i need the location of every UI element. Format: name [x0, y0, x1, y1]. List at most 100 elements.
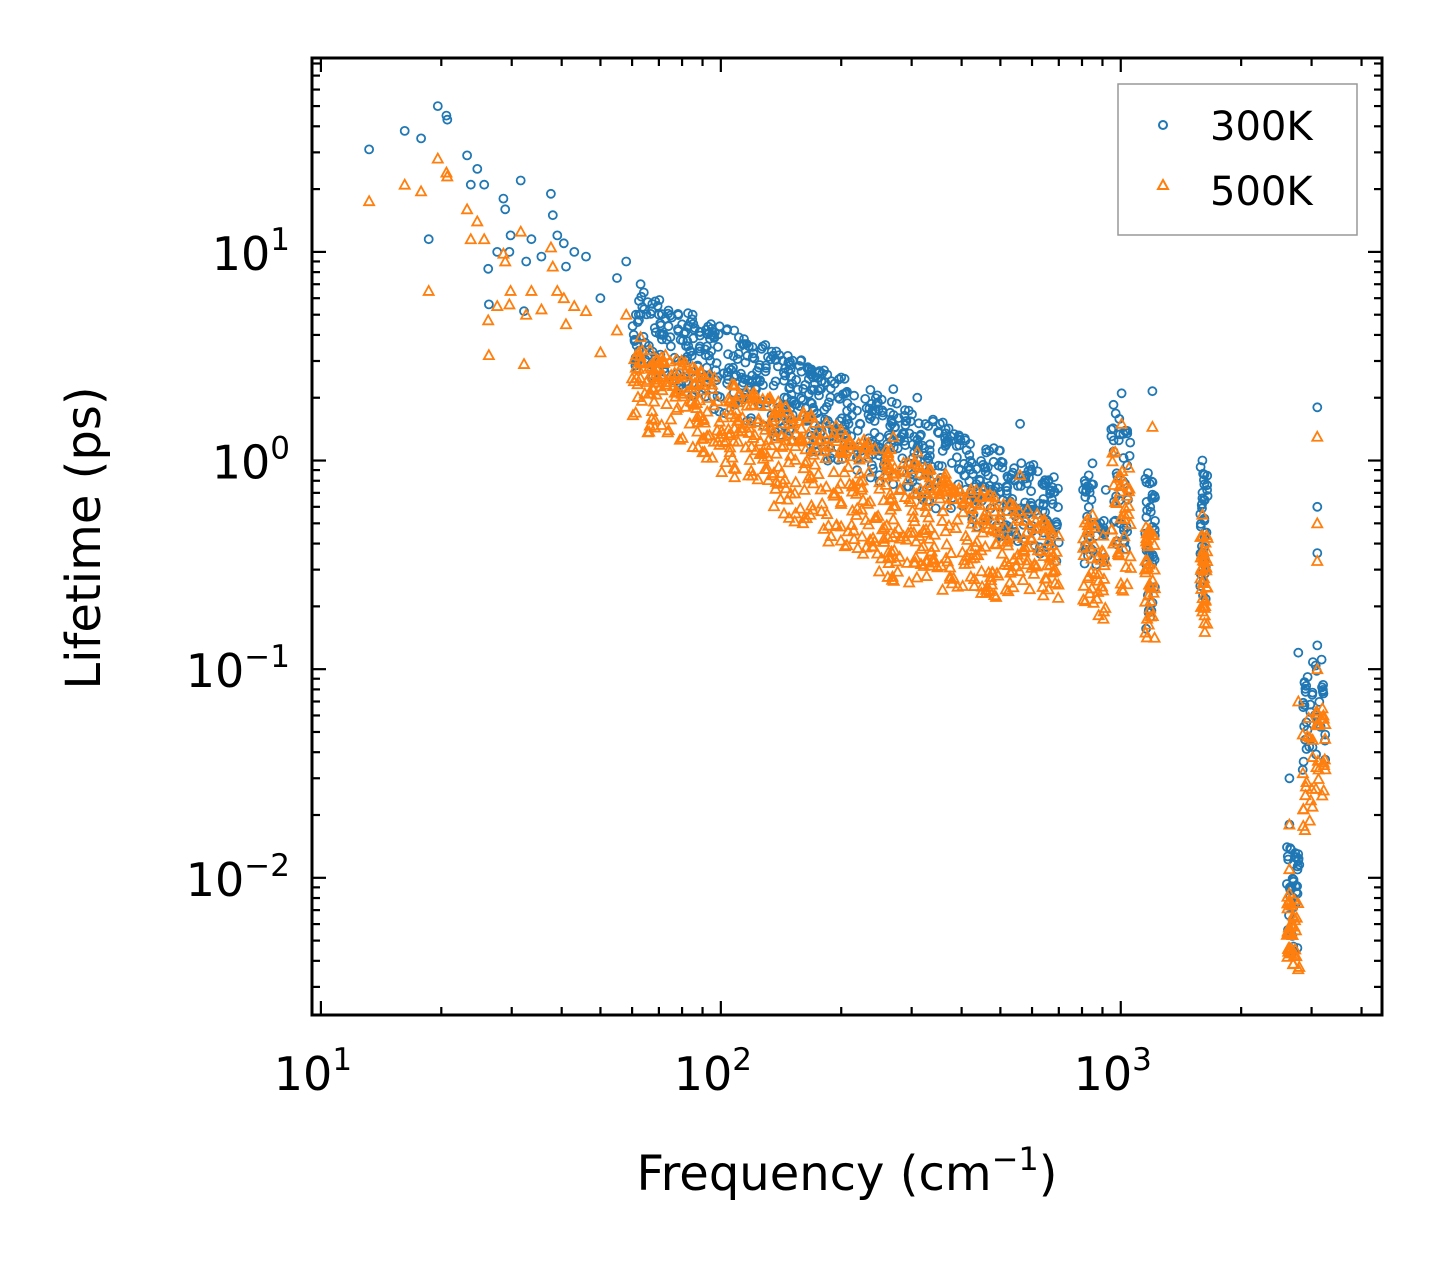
point-500k [943, 569, 957, 582]
point-500k [772, 400, 786, 413]
point-500k [1140, 611, 1154, 624]
point-500k [593, 345, 607, 358]
point-500k [861, 496, 875, 509]
legend-marker-500k [1156, 177, 1170, 190]
point-500k [904, 495, 918, 507]
point-500k [914, 557, 928, 570]
point-300k [1099, 516, 1109, 526]
point-500k [675, 353, 689, 366]
point-300k [865, 472, 876, 483]
point-500k [860, 450, 874, 463]
point-500k [1198, 535, 1213, 548]
point-300k [1318, 685, 1328, 695]
point-500k [464, 232, 478, 245]
point-300k [975, 475, 985, 486]
point-500k [517, 357, 531, 369]
point-300k [652, 300, 663, 311]
point-300k [399, 125, 410, 136]
point-500k [743, 453, 757, 465]
point-500k [913, 466, 927, 479]
point-500k [1310, 662, 1324, 675]
point-500k [774, 466, 789, 479]
point-300k [1118, 453, 1129, 463]
point-500k [663, 354, 677, 367]
point-500k [1115, 582, 1129, 594]
point-300k [1300, 683, 1311, 694]
point-300k [1305, 699, 1316, 710]
point-500k [693, 370, 707, 383]
point-500k [657, 356, 671, 368]
y-tick-label: 101 [212, 222, 290, 281]
point-500k [834, 476, 848, 489]
point-500k [989, 536, 1003, 549]
point-500k [793, 501, 807, 514]
point-500k [1296, 766, 1310, 779]
point-300k [733, 348, 744, 359]
point-500k [936, 582, 950, 595]
point-500k [1303, 730, 1317, 743]
point-500k [1037, 512, 1051, 525]
point-500k [700, 404, 714, 417]
point-500k [1122, 484, 1136, 497]
point-500k [1286, 956, 1300, 969]
point-500k [925, 487, 939, 499]
point-500k [1041, 582, 1056, 595]
point-500k [753, 398, 767, 411]
y-tick-base: 10 [212, 227, 271, 281]
point-300k [1115, 429, 1125, 440]
point-300k [891, 398, 902, 409]
point-500k [414, 184, 428, 197]
point-500k [939, 524, 953, 537]
x-tick-base: 10 [674, 1047, 733, 1101]
point-500k [984, 573, 998, 586]
x-axis-label: Frequency (cm−1) [636, 1140, 1057, 1202]
point-500k [975, 564, 989, 577]
point-300k [1197, 503, 1207, 514]
point-500k [985, 523, 999, 535]
point-300k [714, 321, 725, 332]
point-500k [703, 368, 717, 380]
point-300k [947, 458, 957, 468]
point-500k [749, 443, 763, 456]
point-500k [690, 396, 704, 408]
point-500k [889, 499, 903, 511]
point-500k [1147, 538, 1161, 550]
data-layer [362, 101, 1332, 975]
point-500k [980, 580, 994, 592]
point-500k [619, 307, 633, 320]
point-300k [1320, 729, 1331, 740]
point-300k [687, 309, 698, 320]
point-300k [1043, 476, 1054, 487]
point-300k [1124, 450, 1135, 461]
point-500k [789, 475, 803, 488]
point-500k [774, 428, 788, 441]
point-500k [1306, 750, 1320, 762]
point-500k [1198, 594, 1212, 606]
point-500k [1095, 579, 1109, 592]
point-500k [919, 499, 933, 511]
point-300k [819, 404, 830, 415]
point-500k [1124, 561, 1138, 573]
point-500k [891, 564, 905, 577]
legend-label-500k: 500K [1210, 169, 1314, 215]
point-300k [760, 340, 771, 350]
point-500k [728, 470, 742, 483]
point-500k [752, 412, 766, 425]
point-500k [648, 412, 662, 425]
point-500k [973, 498, 987, 510]
point-500k [887, 469, 901, 482]
point-300k [515, 175, 526, 186]
point-500k [1140, 537, 1154, 549]
point-500k [879, 478, 893, 490]
point-300k [612, 273, 622, 283]
point-300k [923, 455, 934, 466]
point-500k [758, 422, 772, 435]
point-500k [801, 471, 815, 484]
point-300k [546, 188, 556, 199]
point-500k [1198, 608, 1212, 621]
point-500k [964, 569, 978, 582]
point-500k [1195, 507, 1209, 520]
point-500k [1195, 528, 1209, 541]
point-500k [1118, 507, 1132, 520]
point-500k [661, 425, 675, 438]
